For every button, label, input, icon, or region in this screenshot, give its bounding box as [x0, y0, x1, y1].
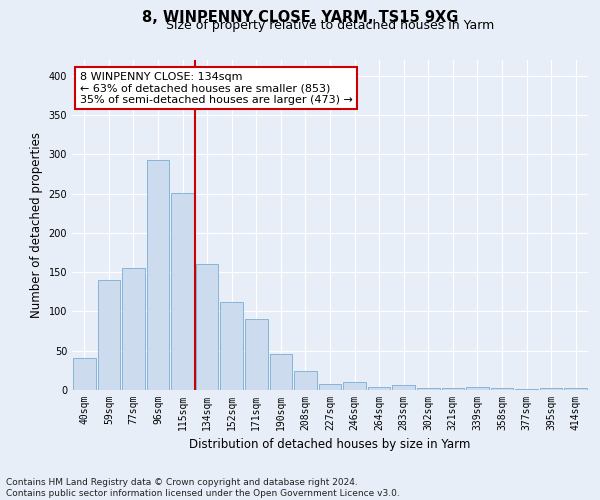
Bar [269, 354, 292, 390]
Text: Contains HM Land Registry data © Crown copyright and database right 2024.
Contai: Contains HM Land Registry data © Crown c… [6, 478, 400, 498]
Bar [442, 388, 464, 390]
Bar [294, 371, 317, 390]
Bar [196, 264, 218, 390]
Bar [146, 160, 169, 390]
Text: 8 WINPENNY CLOSE: 134sqm
← 63% of detached houses are smaller (853)
35% of semi-: 8 WINPENNY CLOSE: 134sqm ← 63% of detach… [80, 72, 353, 105]
Y-axis label: Number of detached properties: Number of detached properties [30, 132, 43, 318]
Bar [245, 318, 268, 390]
Bar [368, 387, 391, 390]
Bar [343, 382, 366, 390]
Bar [122, 268, 145, 390]
Bar [220, 302, 243, 390]
Bar [319, 384, 341, 390]
Bar [98, 280, 120, 390]
X-axis label: Distribution of detached houses by size in Yarm: Distribution of detached houses by size … [190, 438, 470, 452]
Bar [417, 388, 440, 390]
Bar [540, 388, 562, 390]
Bar [392, 384, 415, 390]
Bar [466, 387, 489, 390]
Bar [565, 388, 587, 390]
Title: Size of property relative to detached houses in Yarm: Size of property relative to detached ho… [166, 20, 494, 32]
Bar [171, 193, 194, 390]
Bar [73, 358, 95, 390]
Bar [515, 389, 538, 390]
Text: 8, WINPENNY CLOSE, YARM, TS15 9XG: 8, WINPENNY CLOSE, YARM, TS15 9XG [142, 10, 458, 25]
Bar [491, 388, 514, 390]
